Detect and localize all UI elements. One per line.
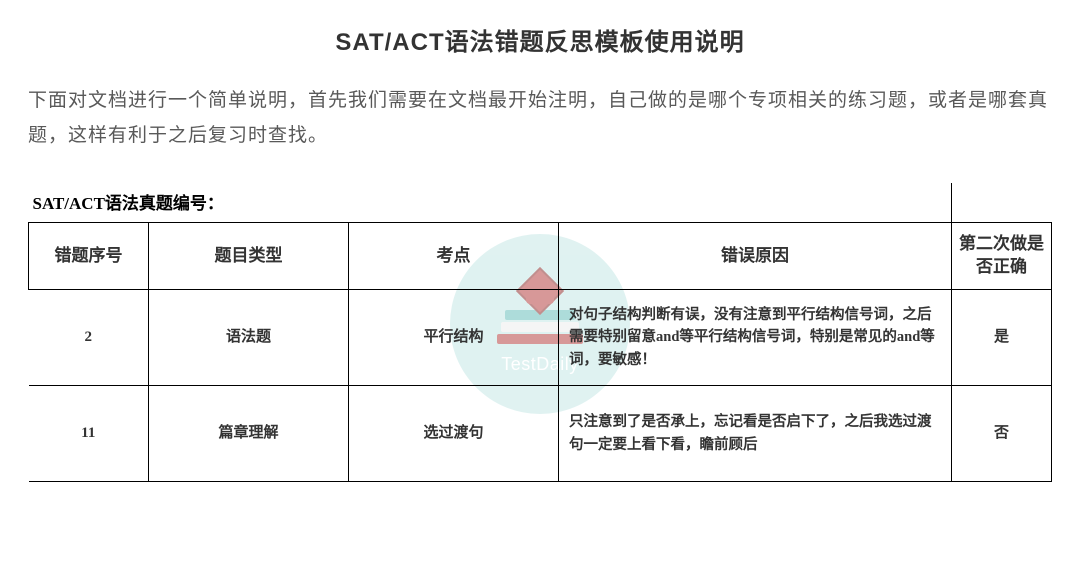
table-row: 11 篇章理解 选过渡句 只注意到了是否承上，忘记看是否启下了，之后我选过渡句一… [29,386,1052,482]
table-caption-row: SAT/ACT语法真题编号： [29,183,1052,223]
table-caption: SAT/ACT语法真题编号： [29,183,952,223]
cell-type: 语法题 [149,290,349,386]
col-header-second: 第二次做是否正确 [952,223,1052,290]
cell-type: 篇章理解 [149,386,349,482]
table-header-row: 错题序号 题目类型 考点 错误原因 第二次做是否正确 [29,223,1052,290]
col-header-reason: 错误原因 [559,223,952,290]
mistake-review-table: SAT/ACT语法真题编号： 错题序号 题目类型 考点 错误原因 第二次做是否正… [28,183,1052,482]
cell-reason: 对句子结构判断有误，没有注意到平行结构信号词，之后需要特别留意and等平行结构信… [559,290,952,386]
intro-paragraph: 下面对文档进行一个简单说明，首先我们需要在文档最开始注明，自己做的是哪个专项相关… [0,83,1080,153]
table-row: 2 语法题 平行结构 对句子结构判断有误，没有注意到平行结构信号词，之后需要特别… [29,290,1052,386]
cell-no: 2 [29,290,149,386]
table-caption-spacer [952,183,1052,223]
col-header-type: 题目类型 [149,223,349,290]
cell-reason: 只注意到了是否承上，忘记看是否启下了，之后我选过渡句一定要上看下看，瞻前顾后 [559,386,952,482]
cell-second: 否 [952,386,1052,482]
table-container: TestDaily SAT/ACT语法真题编号： 错题序号 题目类型 考点 错误… [0,153,1080,482]
col-header-no: 错题序号 [29,223,149,290]
page-title: SAT/ACT语法错题反思模板使用说明 [0,0,1080,83]
cell-no: 11 [29,386,149,482]
cell-point: 平行结构 [349,290,559,386]
col-header-point: 考点 [349,223,559,290]
cell-point: 选过渡句 [349,386,559,482]
cell-second: 是 [952,290,1052,386]
